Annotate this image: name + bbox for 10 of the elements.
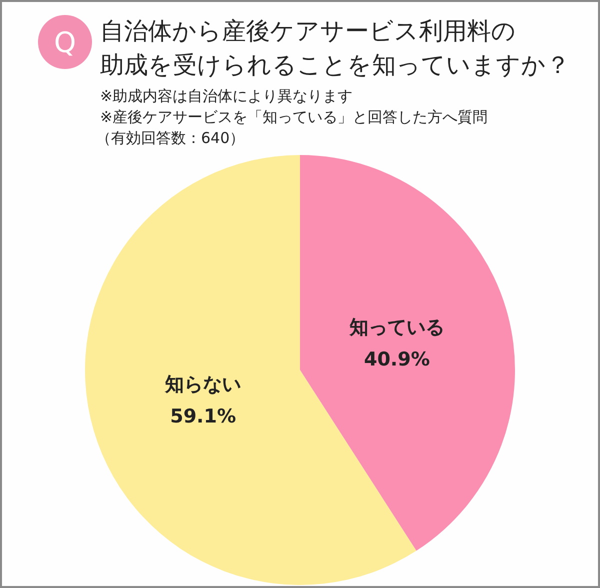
slice-label: 知らない	[164, 373, 242, 396]
data-label: 40.9%	[364, 348, 430, 371]
question-badge: Q	[38, 15, 92, 69]
text: ※産後ケアサービスを「知っている」と回答した方へ質問	[100, 108, 488, 126]
pie-slice	[300, 155, 515, 551]
data-label: 59.1%	[170, 405, 236, 428]
text: ※助成内容は自治体により異なります	[100, 87, 353, 105]
text: （有効回答数：640）	[96, 129, 245, 147]
slice-label: 知っている	[348, 316, 444, 339]
chart-title: 自治体から産後ケアサービス利用料の助成を受けられることを知っていますか？	[100, 17, 570, 79]
